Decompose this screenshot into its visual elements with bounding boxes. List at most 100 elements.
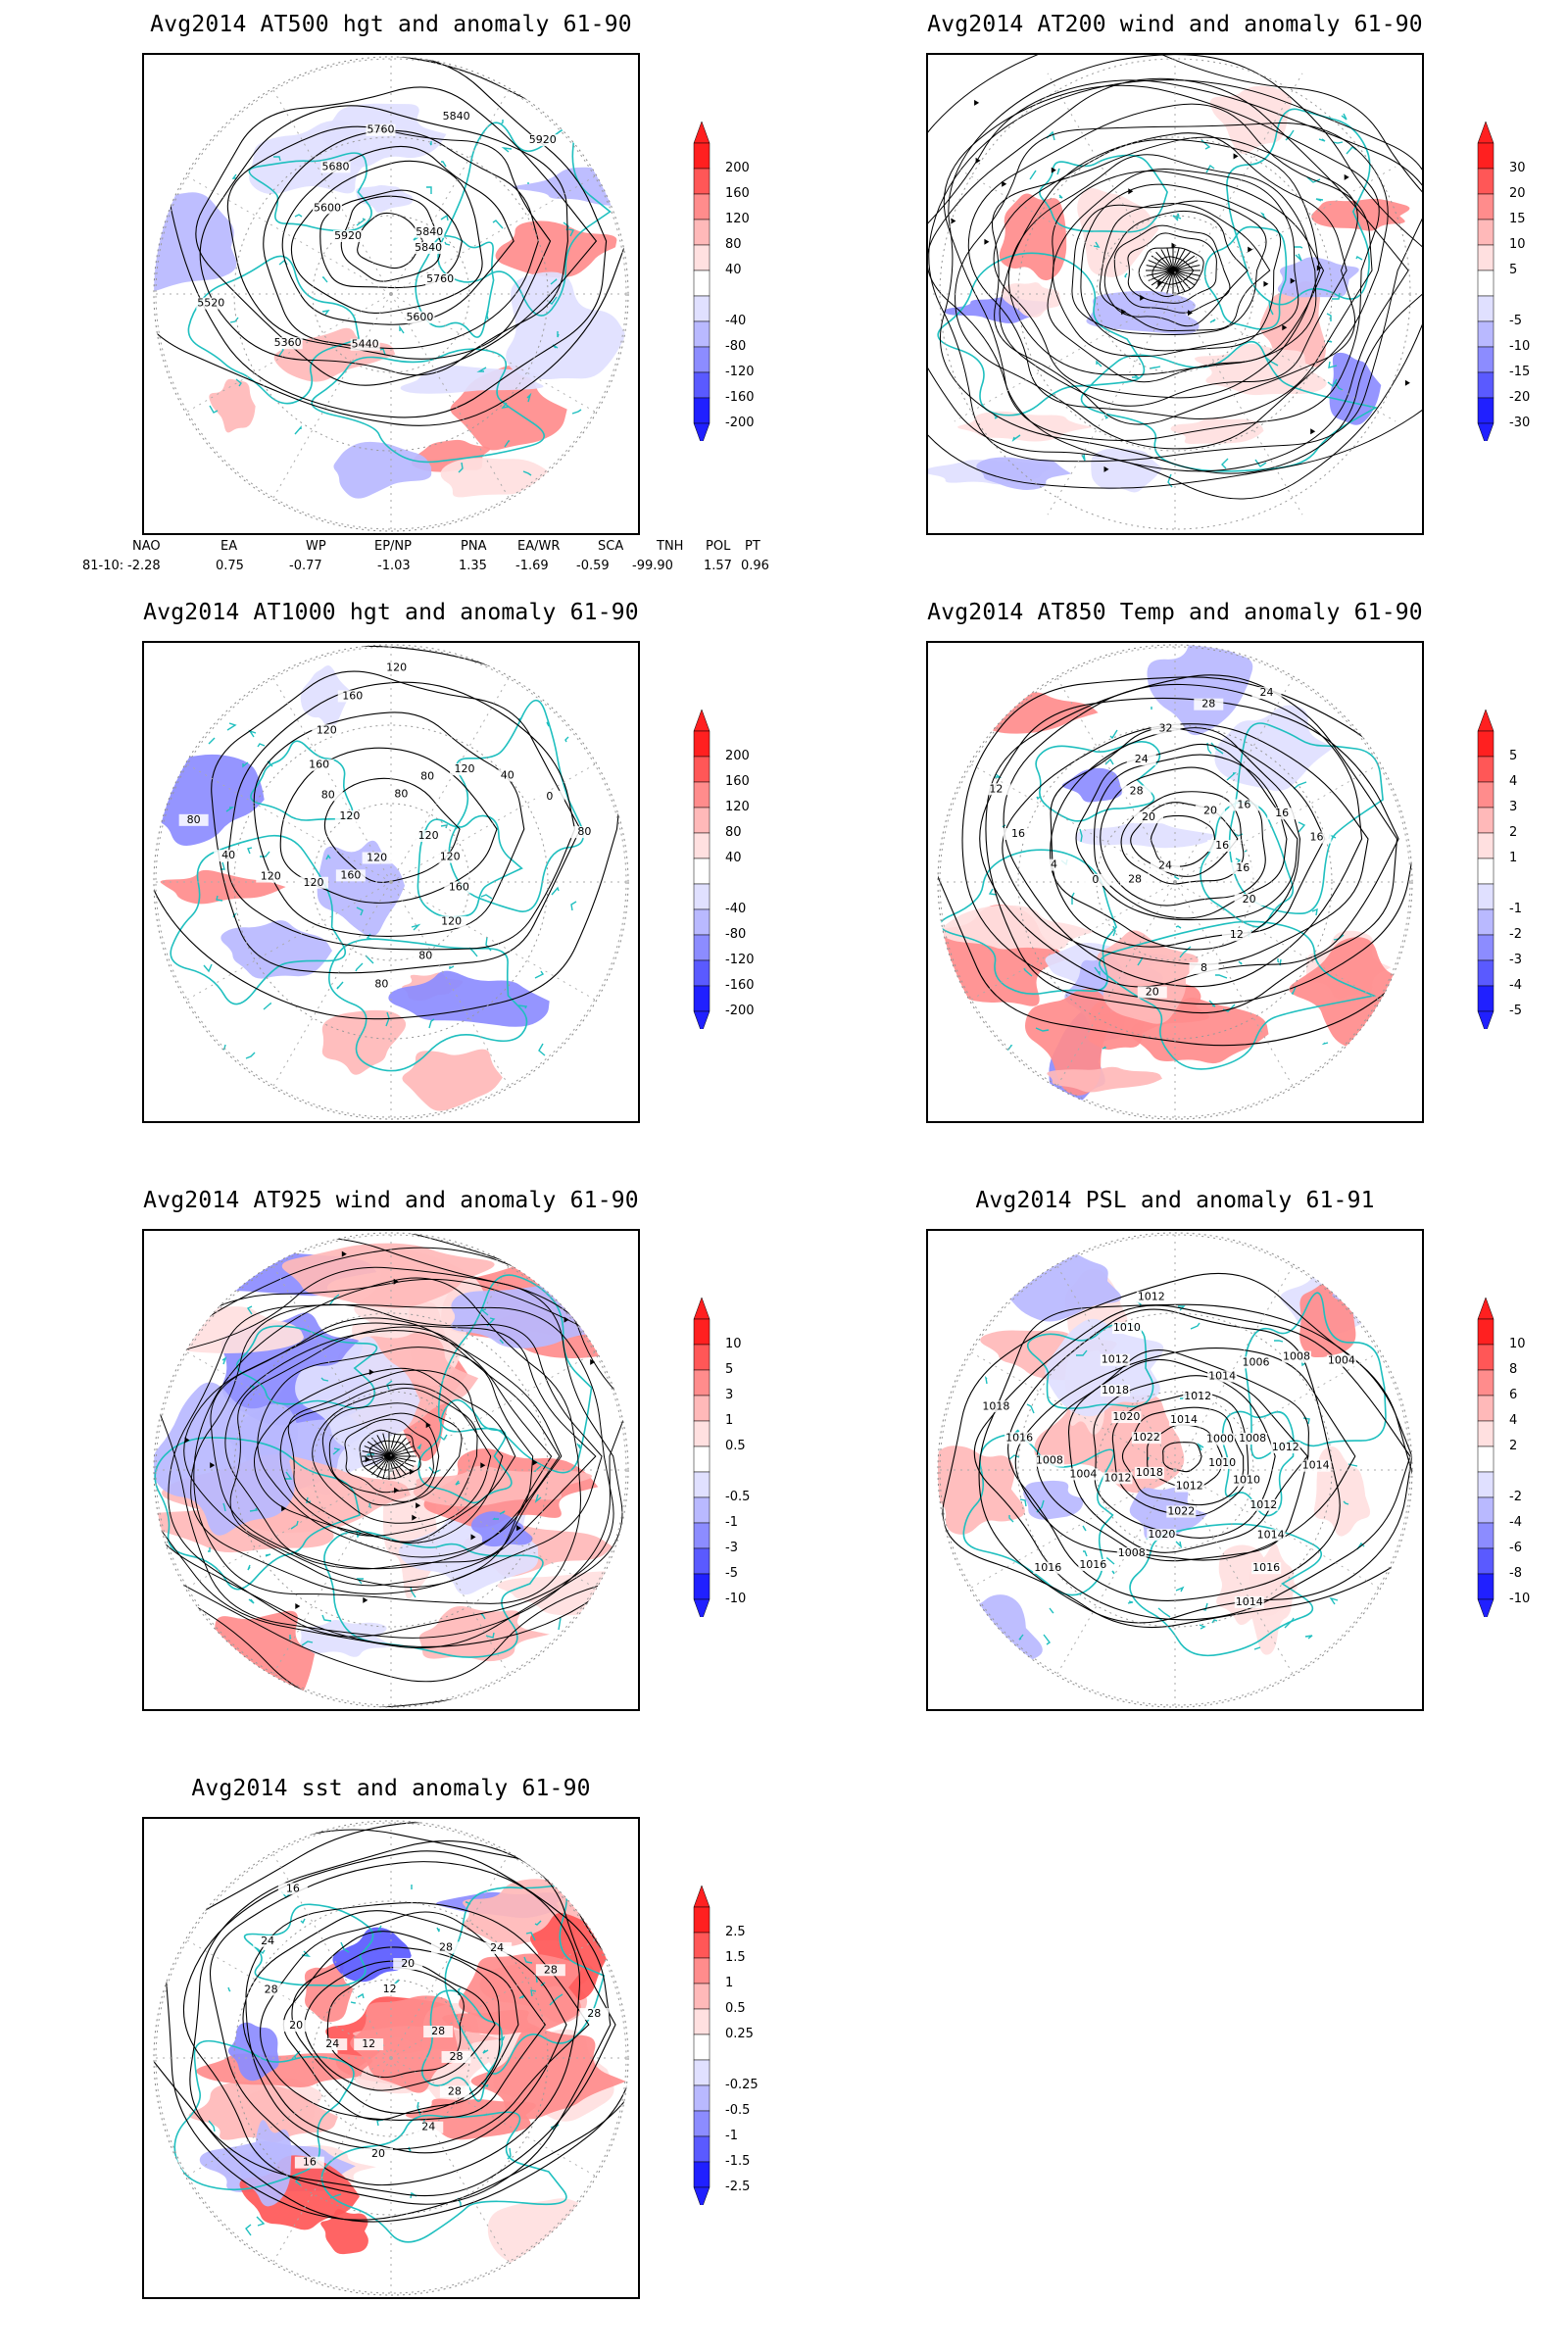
- colorbar-tick-label: 0.5: [725, 2001, 746, 2016]
- colorbar-swatch: [1477, 730, 1494, 758]
- panel-sst: Avg2014 sst and anomaly 61-90 28 28 28 24 20…: [0, 1764, 784, 2352]
- contour-label: 28: [431, 2025, 445, 2037]
- contour-label: 1018: [1136, 1466, 1163, 1479]
- colorbar-tick-label: 1.5: [725, 1950, 746, 1965]
- streamline: [1099, 203, 1271, 332]
- map-frame: 120 120 160 120 80 80 120 160 120 120 40 80 120 80 160…: [142, 641, 640, 1123]
- colorbar-tick-label: 2: [1509, 1439, 1518, 1453]
- contour-line: [195, 86, 598, 386]
- negative-anomaly-area: [332, 1927, 412, 1983]
- panel-title: Avg2014 AT925 wind and anomaly 61-90: [143, 1188, 639, 1213]
- colorbar-tick-label: 160: [725, 186, 750, 201]
- colorbar-tick-label: -2.5: [725, 2180, 751, 2194]
- coastline: [323, 1530, 544, 1658]
- contour-label: 20: [1142, 810, 1155, 823]
- streamline: [287, 1369, 504, 1544]
- contour-label: 1006: [1242, 1355, 1269, 1368]
- colorbar-tick-label: -120: [725, 365, 755, 379]
- colorbar-tick-label: 10: [1509, 237, 1526, 252]
- contour-label: 16: [1236, 861, 1250, 874]
- positive-anomaly-area: [402, 1049, 503, 1111]
- coastline: [235, 1325, 378, 1409]
- negative-anomaly-area: [1091, 448, 1163, 493]
- colorbar-tick-label: -0.25: [725, 2078, 759, 2092]
- colorbar-swatch: [1477, 1420, 1494, 1447]
- streamline: [1103, 210, 1249, 327]
- colorbar-tick-label: -1: [725, 2129, 738, 2143]
- contour-line: [263, 129, 539, 350]
- contour-label: 1004: [1069, 1467, 1097, 1480]
- contour-label: 160: [449, 880, 469, 893]
- colorbar-tick-label: -160: [725, 390, 755, 405]
- contour-label: 20: [371, 2147, 385, 2160]
- colorbar-swatch: [693, 2110, 710, 2137]
- tele-header-row: NAO EA WP EP/NP PNA EA/WR SCA TNH POL PT: [88, 539, 774, 557]
- colorbar-swatch: [1477, 781, 1494, 808]
- colorbar-tick-label: 2.5: [725, 1925, 746, 1939]
- panel-temp850: Avg2014 AT850 Temp and anomaly 61-90 16 1…: [784, 588, 1568, 1176]
- contour-label: 5920: [529, 133, 557, 146]
- colorbar-labels: 5 4 3 2 1 -1 -2 -3 -4 -5: [1509, 706, 1568, 1029]
- colorbar-swatch: [693, 883, 710, 910]
- colorbar-swatch: [693, 168, 710, 195]
- coastline: [416, 814, 523, 918]
- contour-line: [227, 681, 576, 951]
- colorbar-swatch: [693, 730, 710, 758]
- contour-label: 80: [394, 788, 408, 801]
- contour-label: 1018: [1102, 1384, 1129, 1396]
- map-svg: [153, 1232, 629, 1708]
- colorbar-swatch: [693, 2161, 710, 2188]
- positive-anomaly-area: [495, 220, 617, 278]
- colorbar-tick-label: -8: [1509, 1566, 1522, 1581]
- colorbar-swatch: [693, 1547, 710, 1575]
- map-frame: 5840 5760 5600 5440 5360 5520 5920 5600 5680 5760…: [142, 53, 640, 535]
- streamline: [1007, 154, 1317, 376]
- colorbar-tick-label: -20: [1509, 390, 1531, 405]
- colorbar-swatch: [693, 2135, 710, 2163]
- coastline: [1099, 920, 1377, 1070]
- colorbar-tick-label: -0.5: [725, 1490, 751, 1504]
- tele-value-pol: 1.57: [704, 559, 732, 573]
- streamline: [193, 1277, 581, 1604]
- contour-line: [1100, 766, 1266, 906]
- streamline: [321, 1402, 463, 1506]
- contour-line: [1120, 791, 1245, 885]
- positive-anomaly-area: [440, 458, 558, 498]
- contour-label: 20: [401, 1957, 415, 1970]
- colorbar-tick-label: -15: [1509, 365, 1531, 379]
- contour-label: 1008: [1239, 1432, 1266, 1445]
- colorbar-labels: 30 20 15 10 5 -5 -10 -15 -20 -30: [1509, 118, 1568, 441]
- contour-line: [182, 1850, 612, 2205]
- tele-value-row: 81-10: -2.28 0.75 -0.77 -1.03 1.35 -1.69…: [82, 559, 774, 576]
- contour-label: 28: [587, 2007, 601, 2020]
- tele-value-tnh: -99.90: [632, 559, 673, 573]
- panel-wind200: Avg2014 AT200 wind and anomaly 61-90 30 2…: [784, 0, 1568, 588]
- contour-line: [1075, 743, 1298, 921]
- contour-label: 1010: [1233, 1474, 1260, 1487]
- tele-row-label: 81-10:: [82, 559, 124, 573]
- map-svg: 16 16 20 12 8 20 24 28 0 4 16 12 20 28 24 32 28 24 20 16 16 1…: [937, 644, 1413, 1120]
- colorbar-labels: 2.5 1.5 1 0.5 0.25 -0.25 -0.5 -1 -1.5 -2.5: [725, 1882, 784, 2205]
- colorbar-swatch: [693, 244, 710, 271]
- colorbar-tick-label: -3: [725, 1541, 738, 1555]
- coastline: [154, 1437, 361, 1591]
- contour-label: 160: [309, 759, 329, 771]
- streamline: [224, 1330, 563, 1570]
- contour-label: 5840: [415, 241, 442, 254]
- coastline: [250, 740, 354, 821]
- contour-line: [167, 57, 608, 418]
- colorbar-labels: 200 160 120 80 40 -40 -80 -120 -160 -200: [725, 118, 784, 441]
- negative-anomaly-area: [976, 457, 1072, 491]
- colorbar: 5 4 3 2 1 -1 -2 -3 -4 -5: [1470, 706, 1548, 1029]
- positive-anomaly-area: [1311, 198, 1410, 231]
- colorbar-swatch: [1477, 1344, 1494, 1371]
- colorbar-swatch: [693, 1496, 710, 1524]
- contour-label: 24: [490, 1941, 504, 1954]
- colorbar: 2.5 1.5 1 0.5 0.25 -0.25 -0.5 -1 -1.5 -2.5: [686, 1882, 764, 2205]
- map-svg: 28 28 28 24 20 16 12 24 20 28 24 16 12 20 28 24 28 28: [153, 1820, 629, 2296]
- panel-title: Avg2014 AT200 wind and anomaly 61-90: [927, 12, 1423, 37]
- colorbar-tick-label: -5: [725, 1566, 738, 1581]
- streamline: [928, 79, 1422, 500]
- panel-hgt500: Avg2014 AT500 hgt and anomaly 61-90 5840…: [0, 0, 784, 588]
- colorbar-swatch: [1477, 142, 1494, 170]
